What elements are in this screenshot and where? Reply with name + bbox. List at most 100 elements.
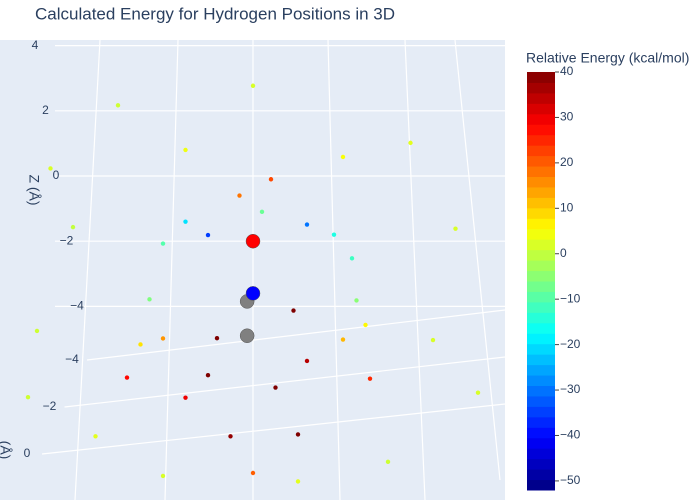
point xyxy=(250,470,256,476)
z-tick-label: −2 xyxy=(60,233,74,247)
colorbar-step xyxy=(527,92,555,104)
point xyxy=(70,224,76,230)
point xyxy=(304,222,310,227)
atom xyxy=(245,233,261,249)
point xyxy=(349,256,355,261)
point xyxy=(291,308,296,313)
point xyxy=(34,328,40,334)
colorbar-step xyxy=(527,395,555,407)
colorbar-step xyxy=(527,322,555,334)
point xyxy=(160,241,166,246)
point xyxy=(453,226,458,231)
atom xyxy=(245,286,261,301)
y-tick-label: −2 xyxy=(43,399,57,413)
colorbar-step xyxy=(527,218,555,230)
colorbar-step xyxy=(527,207,555,219)
point xyxy=(363,322,368,328)
colorbar-step xyxy=(527,479,555,491)
z-tick-label: −4 xyxy=(70,299,84,313)
grid-line xyxy=(164,39,179,500)
grid-line xyxy=(64,356,506,408)
colorbar-tick-label: 10 xyxy=(560,200,574,214)
point xyxy=(340,337,346,342)
colorbar-step xyxy=(527,437,555,449)
point xyxy=(183,147,188,153)
colorbar-step xyxy=(527,416,555,428)
z-axis-title: Z (Å) xyxy=(26,174,42,205)
colorbar-step xyxy=(527,82,555,94)
x-grid xyxy=(74,39,501,500)
colorbar-tick-label: −50 xyxy=(560,473,581,487)
colorbar-step xyxy=(527,155,555,167)
colorbar-step xyxy=(527,343,555,355)
point xyxy=(237,193,242,198)
point xyxy=(331,232,337,237)
colorbar-step xyxy=(527,103,555,115)
colorbar-step xyxy=(527,364,555,376)
point xyxy=(385,459,391,465)
colorbar-step xyxy=(527,301,555,313)
grid-line xyxy=(41,403,506,455)
point xyxy=(160,336,166,341)
point xyxy=(273,385,278,390)
point xyxy=(268,177,274,182)
point xyxy=(93,434,98,439)
point xyxy=(124,375,130,380)
colorbar-tick-label: 0 xyxy=(560,246,567,260)
colorbar-step xyxy=(527,72,555,83)
point xyxy=(183,395,188,400)
colorbar-step xyxy=(527,239,555,251)
point xyxy=(138,342,143,347)
colorbar-step xyxy=(527,354,555,366)
z-tick-label: 4 xyxy=(32,38,39,52)
point xyxy=(214,335,220,341)
colorbar-step xyxy=(527,228,555,240)
z-tick-label: 0 xyxy=(53,168,60,182)
colorbar-step xyxy=(527,312,555,324)
point xyxy=(304,358,310,364)
colorbar-step xyxy=(527,124,555,136)
colorbar-step xyxy=(527,270,555,282)
grid-line xyxy=(327,39,341,500)
colorbar-step xyxy=(527,385,555,397)
z-tick-label: 2 xyxy=(42,103,49,117)
colorbar-tick-label: 20 xyxy=(560,155,574,169)
colorbar-tick-label: −10 xyxy=(560,291,581,305)
colorbar-tick-label: −40 xyxy=(560,428,581,442)
colorbar-step xyxy=(527,458,555,470)
point xyxy=(430,337,436,343)
colorbar-step xyxy=(527,333,555,345)
point xyxy=(367,376,373,381)
colorbar-step xyxy=(527,197,555,209)
point xyxy=(205,373,211,378)
point xyxy=(340,154,346,160)
colorbar-step xyxy=(527,375,555,386)
grid-line xyxy=(86,309,506,361)
colorbar-step xyxy=(527,406,555,418)
point xyxy=(205,232,211,238)
colorbar-tick-label: −30 xyxy=(560,382,581,396)
point xyxy=(475,390,481,395)
colorbar-step xyxy=(527,134,555,146)
point xyxy=(25,394,31,400)
colorbar-title: Relative Energy (kcal/mol) xyxy=(526,50,689,66)
y-tick-label: 0 xyxy=(24,446,31,460)
point xyxy=(250,83,256,88)
point xyxy=(48,166,53,171)
grid-line xyxy=(454,39,501,481)
point xyxy=(160,473,166,479)
colorbar-tick-label: 40 xyxy=(560,64,574,78)
colorbar-step xyxy=(527,186,555,198)
colorbar-tick-label: −20 xyxy=(560,337,581,351)
grid-line xyxy=(404,39,426,500)
point xyxy=(228,434,233,439)
colorbar-step xyxy=(527,291,555,303)
point xyxy=(295,432,301,437)
colorbar-step xyxy=(527,427,555,439)
grid-line xyxy=(74,39,101,500)
colorbar-step xyxy=(527,249,555,261)
atom xyxy=(239,328,255,343)
colorbar-step xyxy=(527,260,555,272)
colorbar-step xyxy=(527,281,555,292)
